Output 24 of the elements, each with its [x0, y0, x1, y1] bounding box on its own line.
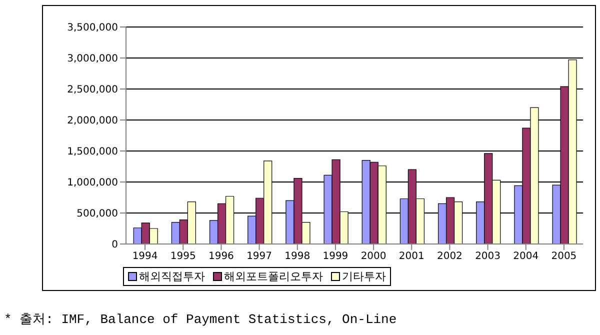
x-tick-label: 1994 — [132, 251, 158, 262]
y-tick-label: 500,000 — [76, 208, 118, 220]
legend-label: 해외포트폴리오투자 — [223, 269, 323, 284]
y-tick-label: 3,000,000 — [67, 54, 118, 65]
x-tick-label: 1998 — [284, 251, 310, 262]
x-tick-label: 2002 — [436, 251, 462, 262]
x-tick-label: 2000 — [360, 251, 386, 262]
y-tick-label: 2,500,000 — [67, 84, 118, 96]
y-tick-label: 1,500,000 — [67, 146, 118, 158]
x-tick-label: 2004 — [513, 251, 539, 262]
y-tick-label: 2,000,000 — [67, 116, 118, 127]
x-tick-label: 1996 — [208, 251, 234, 262]
x-tick-label: 2005 — [551, 251, 577, 262]
y-tick-label: 3,500,000 — [67, 22, 118, 34]
x-tick-label: 1999 — [322, 251, 348, 262]
legend-label: 기타투자 — [341, 269, 386, 284]
legend-label: 해외직접투자 — [138, 269, 205, 284]
x-tick-label: 2003 — [475, 251, 501, 262]
x-tick-label: 1997 — [246, 251, 272, 262]
y-tick-label: 0 — [112, 240, 118, 251]
x-tick-label: 1995 — [170, 251, 196, 262]
x-tick-label: 2001 — [398, 251, 424, 262]
text: * 출처: IMF, Balance of Payment Statistics, On-Line — [4, 311, 397, 328]
y-tick-label: 1,000,000 — [67, 178, 118, 189]
